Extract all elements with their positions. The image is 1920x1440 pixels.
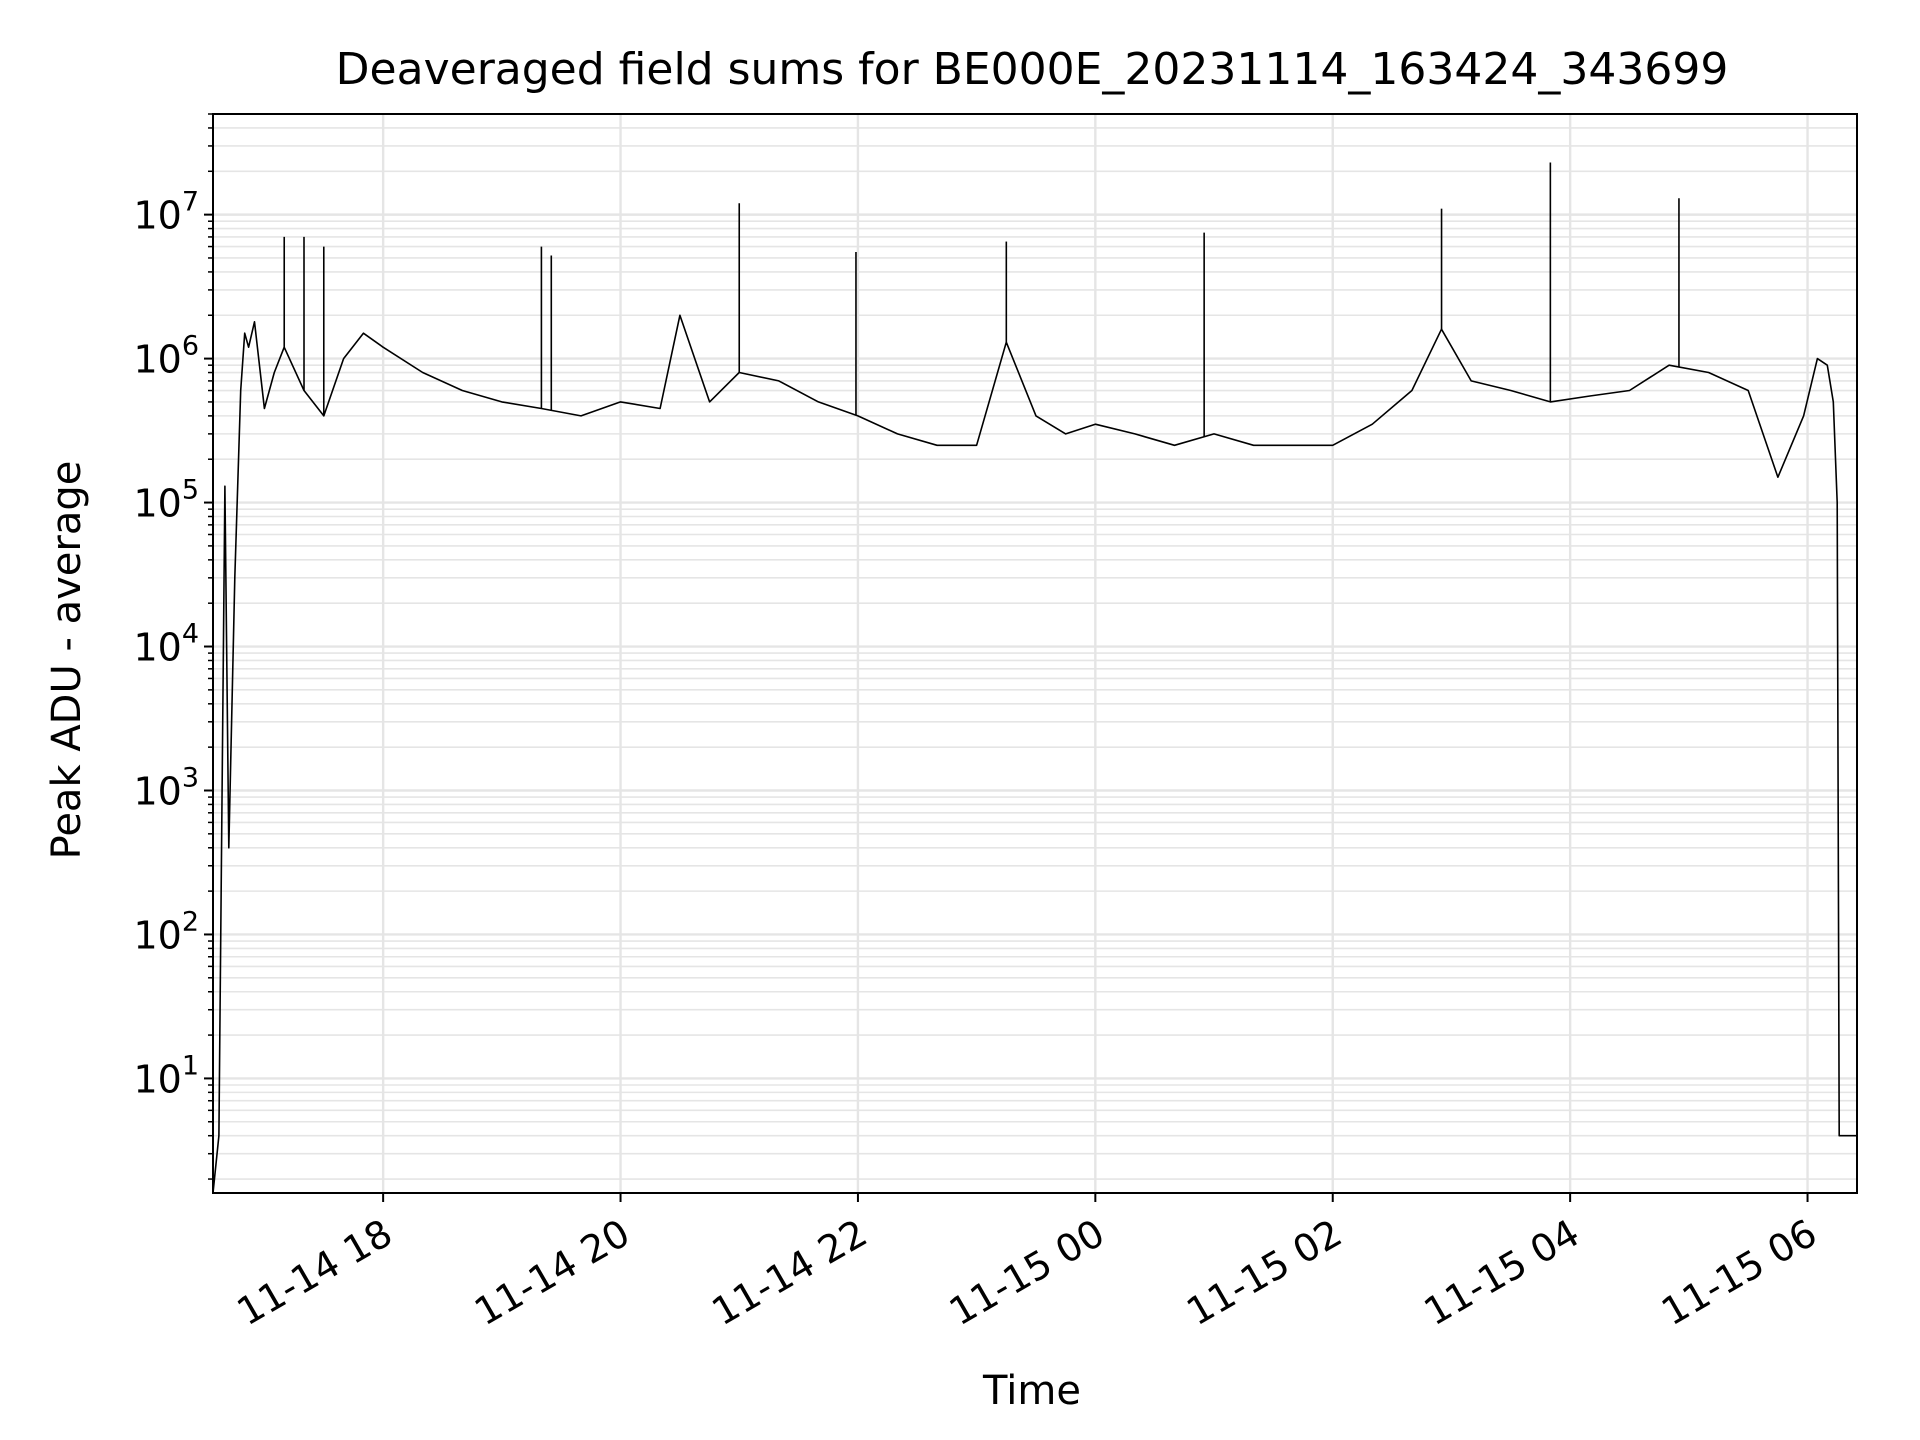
y-tick-exponent: 1: [182, 1050, 199, 1081]
y-tick-base: 10: [133, 769, 181, 813]
major-grid: [213, 114, 1857, 1193]
y-tick-base: 10: [133, 913, 181, 957]
y-tick-label: 101: [133, 1050, 199, 1101]
y-tick-exponent: 3: [182, 762, 199, 793]
y-tick-base: 10: [133, 482, 181, 526]
y-axis-label: Peak ADU - average: [44, 461, 90, 860]
y-tick-exponent: 5: [182, 475, 199, 506]
y-tick-exponent: 7: [182, 187, 199, 218]
y-tick-exponent: 2: [182, 906, 199, 937]
y-tick-base: 10: [133, 1057, 181, 1101]
y-tick-label: 103: [133, 762, 199, 813]
y-tick-base: 10: [133, 626, 181, 670]
y-tick-exponent: 6: [182, 331, 199, 362]
y-tick-label: 104: [133, 619, 199, 670]
x-axis-label: Time: [982, 1368, 1081, 1414]
minor-grid: [213, 113, 1857, 1180]
y-tick-label: 102: [133, 906, 199, 957]
y-tick-label: 107: [133, 187, 199, 238]
y-tick-base: 10: [133, 338, 181, 382]
ticks-layer: [204, 113, 1809, 1202]
series-line: [212, 314, 1857, 1194]
y-tick-label: 105: [133, 475, 199, 526]
chart-title: Deaveraged field sums for BE000E_2023111…: [336, 44, 1729, 95]
y-tick-exponent: 4: [182, 619, 199, 650]
y-tick-base: 10: [133, 194, 181, 238]
y-tick-label: 106: [133, 331, 199, 382]
series-layer: [212, 162, 1857, 1194]
